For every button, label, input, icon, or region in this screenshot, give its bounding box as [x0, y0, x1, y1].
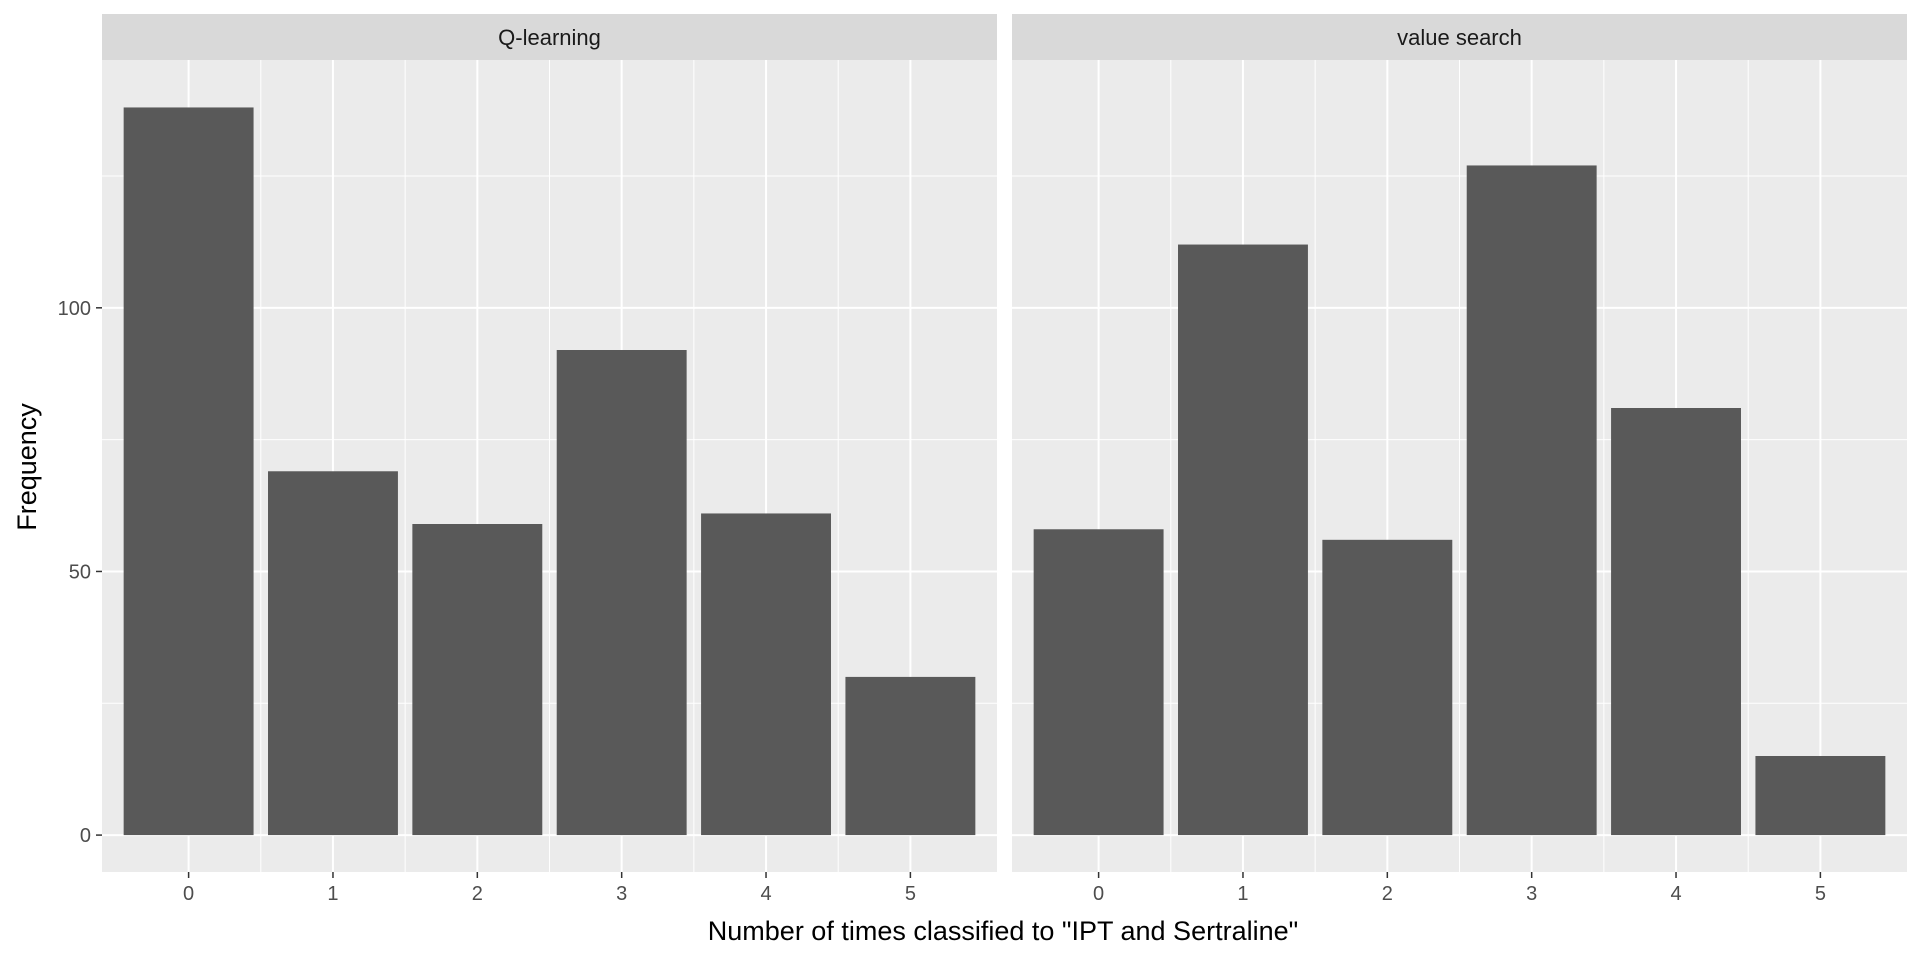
- bar: [556, 350, 687, 836]
- facet-panel: value search 0 1 2 3 4 5: [1012, 14, 1907, 905]
- bar: [1611, 408, 1741, 836]
- bar: [1755, 756, 1886, 836]
- x-tick-label: 5: [1815, 883, 1826, 905]
- bar: [1466, 165, 1597, 836]
- facet-panel: Q-learning 0 1 2 3 4 5: [102, 14, 997, 905]
- bar: [1322, 539, 1453, 836]
- x-tick-label: 2: [472, 883, 483, 905]
- bar: [123, 107, 254, 836]
- bar: [1178, 244, 1308, 836]
- x-tick-label: 0: [183, 883, 194, 905]
- x-tick-label: 5: [905, 883, 916, 905]
- bar: [845, 676, 976, 836]
- facet-panels: Q-learning 0 1 2 3 4 5 value search 0 1 2 3 4 5: [102, 14, 1907, 905]
- x-tick-label: 2: [1382, 883, 1393, 905]
- x-tick-label: 4: [1670, 883, 1681, 905]
- x-axis-title: Number of times classified to "IPT and S…: [708, 916, 1298, 946]
- bar: [412, 524, 543, 836]
- y-tick-label: 0: [80, 825, 91, 847]
- x-tick-label: 3: [1526, 883, 1537, 905]
- x-tick-label: 3: [616, 883, 627, 905]
- y-axis-title: Frequency: [12, 403, 42, 531]
- x-tick-label: 1: [327, 883, 338, 905]
- y-tick-label: 50: [69, 561, 91, 583]
- bar: [1033, 529, 1164, 836]
- x-tick-label: 0: [1093, 883, 1104, 905]
- y-axis: 0 50 100: [58, 298, 102, 847]
- facet-strip-label: value search: [1397, 25, 1522, 50]
- y-tick-label: 100: [58, 298, 91, 320]
- facet-strip: [1012, 14, 1907, 60]
- facet-strip: [102, 14, 997, 60]
- bar: [701, 513, 831, 836]
- bar: [268, 471, 398, 836]
- facet-strip-label: Q-learning: [498, 25, 601, 50]
- x-tick-label: 4: [760, 883, 771, 905]
- x-tick-label: 1: [1237, 883, 1248, 905]
